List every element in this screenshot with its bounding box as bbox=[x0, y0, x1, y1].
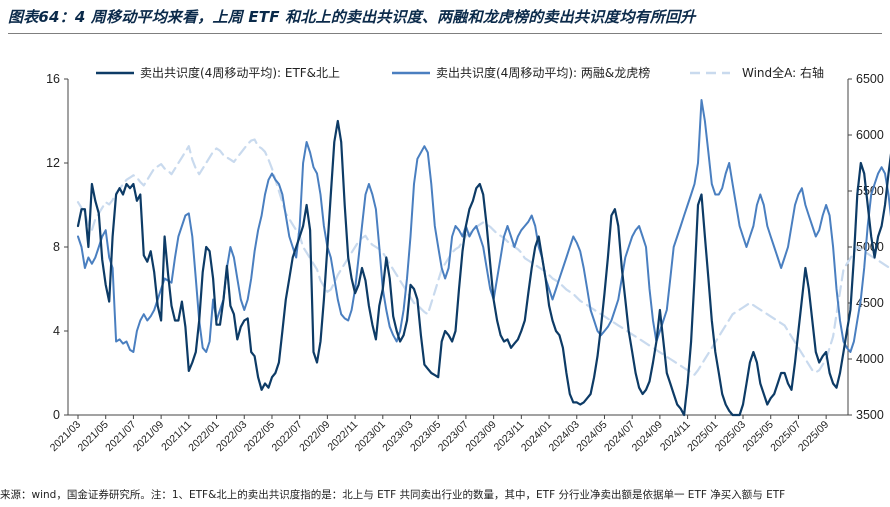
y-right-tick-label: 5000 bbox=[856, 240, 884, 254]
x-tick-label: 2022/09 bbox=[297, 419, 332, 454]
y-right-tick-label: 4000 bbox=[856, 352, 884, 366]
chart-plot-area bbox=[76, 99, 890, 417]
x-tick-label: 2025/09 bbox=[796, 419, 831, 454]
y-right-tick-label: 4500 bbox=[856, 296, 884, 310]
x-tick-label: 2024/09 bbox=[630, 419, 665, 454]
series-line-margin-dragon bbox=[77, 99, 890, 353]
y-left-tick-label: 0 bbox=[53, 408, 60, 422]
source-note: 来源：wind，国金证券研究所。注：1、ETF&北上的卖出共识度指的是：北上与 … bbox=[0, 489, 786, 501]
y-left-tick-label: 8 bbox=[53, 240, 60, 254]
chart-title: 图表64：4 周移动平均来看，上周 ETF 和北上的卖出共识度、两融和龙虎榜的卖… bbox=[8, 8, 696, 26]
series-line-etf-northbound bbox=[76, 119, 890, 417]
y-right-tick-label: 6000 bbox=[856, 128, 884, 142]
y-right-tick-label: 5500 bbox=[856, 184, 884, 198]
legend-label-3: Wind全A: 右轴 bbox=[742, 65, 824, 80]
title-divider bbox=[8, 33, 882, 34]
y-right-tick-label: 3500 bbox=[856, 408, 884, 422]
legend-label-2: 卖出共识度(4周移动平均): 两融&龙虎榜 bbox=[436, 65, 650, 80]
y-right-tick-label: 6500 bbox=[856, 72, 884, 86]
series-line-wind-all-a bbox=[76, 138, 890, 376]
chart-axes: 0 4 8 12 16 3500 4000 4500 5000 5500 6000 6500 2021/… bbox=[46, 72, 884, 454]
chart-legend: 卖出共识度(4周移动平均): ETF&北上 卖出共识度(4周移动平均): 两融&龙… bbox=[96, 65, 824, 80]
y-left-tick-label: 4 bbox=[53, 324, 60, 338]
x-tick-label: 2021/09 bbox=[131, 419, 166, 454]
x-tick-label: 2023/09 bbox=[463, 419, 498, 454]
y-left-tick-label: 12 bbox=[46, 156, 60, 170]
legend-label-1: 卖出共识度(4周移动平均): ETF&北上 bbox=[140, 65, 340, 80]
y-left-tick-label: 16 bbox=[46, 72, 60, 86]
